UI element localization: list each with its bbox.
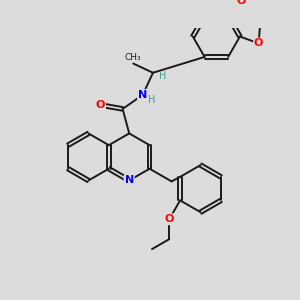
Text: O: O — [236, 0, 246, 6]
Text: N: N — [124, 176, 134, 185]
Text: H: H — [148, 95, 155, 105]
Text: N: N — [138, 90, 147, 100]
Text: O: O — [96, 100, 105, 110]
Text: O: O — [254, 38, 263, 48]
Text: O: O — [165, 214, 174, 224]
Text: H: H — [159, 71, 167, 81]
Text: CH₃: CH₃ — [125, 53, 142, 62]
